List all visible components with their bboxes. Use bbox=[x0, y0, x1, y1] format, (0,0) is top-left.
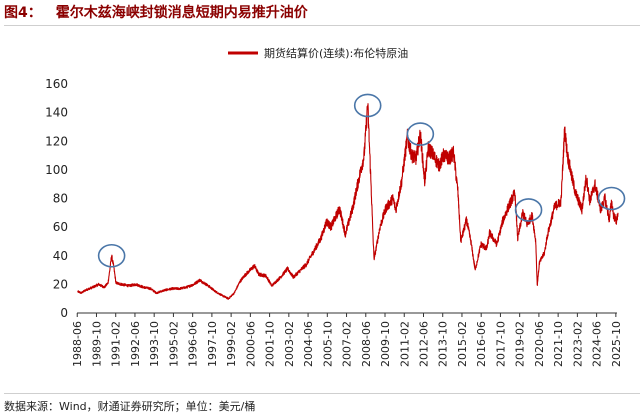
x-tick-label: 2008-06 bbox=[360, 321, 373, 367]
figure-title: 图4： 霍尔木兹海峡封锁消息短期内易推升油价 bbox=[4, 2, 308, 22]
x-tick-label: 2013-10 bbox=[437, 321, 450, 367]
x-tick-label: 1996-06 bbox=[187, 321, 200, 367]
legend: 期货结算价(连续):布伦特原油 bbox=[228, 46, 408, 60]
annotation-circle bbox=[353, 93, 382, 118]
x-tick-label: 2017-10 bbox=[494, 321, 507, 367]
x-tick-label: 2004-06 bbox=[302, 321, 315, 367]
x-tick-label: 2021-10 bbox=[552, 321, 565, 367]
series-line bbox=[77, 103, 619, 300]
chart: 期货结算价(连续):布伦特原油 1988-06 1989-10 1991-02 199… bbox=[45, 46, 626, 367]
y-tick-label: 20 bbox=[53, 277, 68, 291]
x-tick-label: 2019-02 bbox=[514, 321, 527, 367]
y-tick-label: 100 bbox=[45, 163, 68, 177]
legend-label: 期货结算价(连续):布伦特原油 bbox=[264, 46, 408, 60]
x-tick-label: 1989-10 bbox=[90, 321, 103, 367]
x-tick-label: 1997-10 bbox=[206, 321, 219, 367]
title-divider bbox=[4, 25, 640, 26]
annotation-circle bbox=[514, 198, 543, 222]
y-axis-ticks: 0 20 40 60 80 100 120 140 160 bbox=[45, 77, 68, 320]
y-tick-label: 80 bbox=[53, 192, 68, 206]
figure-label: 图4： bbox=[4, 5, 42, 21]
x-tick-label: 1991-02 bbox=[110, 321, 123, 367]
figure-title-text: 霍尔木兹海峡封锁消息短期内易推升油价 bbox=[55, 5, 308, 21]
y-tick-label: 160 bbox=[45, 77, 68, 91]
x-tick-label: 2012-06 bbox=[417, 321, 430, 367]
x-tick-label: 1992-06 bbox=[129, 321, 142, 367]
x-tick-label: 2001-10 bbox=[264, 321, 277, 367]
y-tick-label: 40 bbox=[53, 249, 68, 263]
series-layer bbox=[77, 103, 619, 300]
annotation-circle bbox=[597, 186, 626, 211]
x-tick-label: 2009-10 bbox=[379, 321, 392, 367]
x-tick-label: 2020-06 bbox=[533, 321, 546, 367]
x-tick-label: 2016-06 bbox=[475, 321, 488, 367]
x-tick-label: 2023-02 bbox=[571, 321, 584, 367]
y-tick-label: 140 bbox=[45, 106, 68, 120]
x-tick-label: 1999-02 bbox=[225, 321, 238, 367]
y-tick-label: 120 bbox=[45, 134, 68, 148]
annotations-layer bbox=[97, 93, 626, 268]
x-tick-label: 2024-06 bbox=[591, 321, 604, 367]
x-tick-label: 2000-06 bbox=[244, 321, 257, 367]
x-tick-label: 1995-02 bbox=[167, 321, 180, 367]
x-tick-label: 1988-06 bbox=[71, 321, 84, 367]
x-tick-label: 2005-10 bbox=[321, 321, 334, 367]
y-tick-label: 0 bbox=[60, 306, 68, 320]
x-tick-label: 2015-02 bbox=[456, 321, 469, 367]
x-tick-label: 2011-02 bbox=[398, 321, 411, 367]
x-tick-label: 2007-02 bbox=[341, 321, 354, 367]
x-tick-label: 2025-10 bbox=[610, 321, 623, 367]
source-note: 数据来源：Wind，财通证券研究所；单位：美元/桶 bbox=[4, 400, 256, 413]
annotation-circle bbox=[406, 122, 435, 146]
x-axis-ticks: 1988-06 1989-10 1991-02 1992-06 1993-10 1995-… bbox=[71, 313, 623, 367]
x-tick-label: 2003-02 bbox=[283, 321, 296, 367]
source-divider bbox=[4, 393, 640, 394]
x-tick-label: 1993-10 bbox=[148, 321, 161, 367]
annotation-circle bbox=[97, 243, 126, 268]
y-tick-label: 60 bbox=[53, 220, 68, 234]
